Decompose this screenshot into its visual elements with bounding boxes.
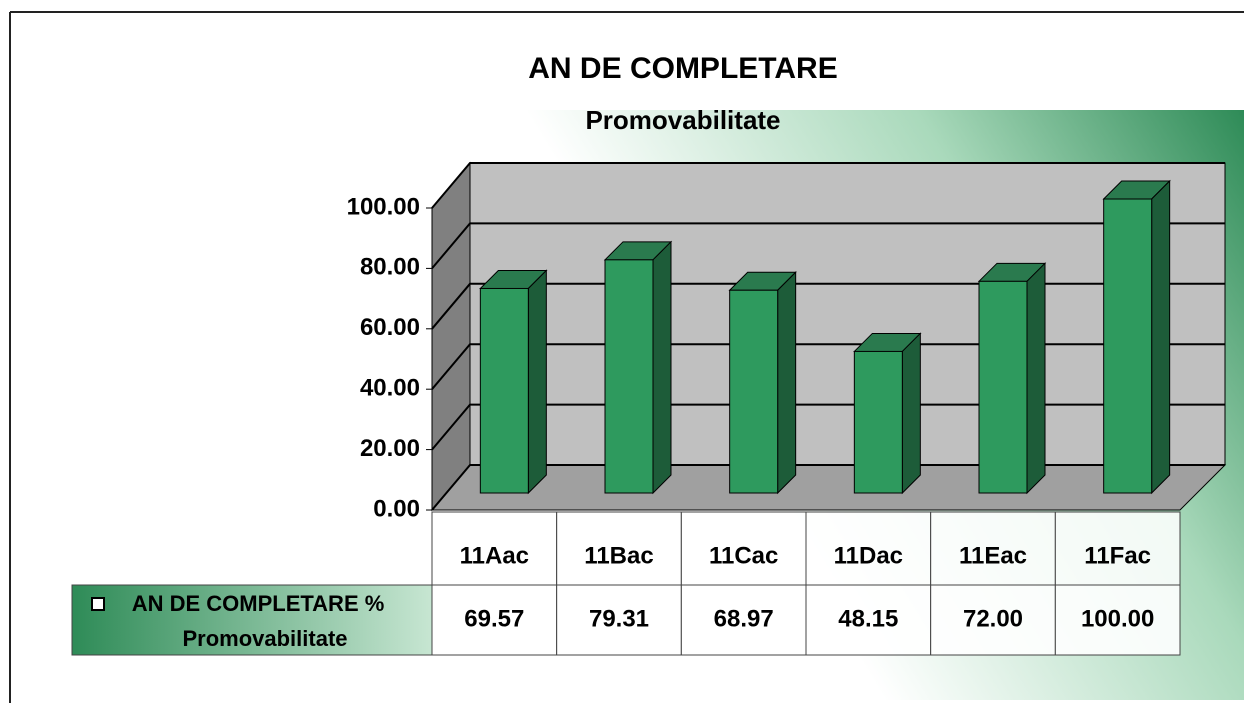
x-tick-label: 11Cac <box>709 542 778 569</box>
x-tick-label: 11Dac <box>834 542 903 569</box>
x-tick-label: 11Aac <box>460 542 529 569</box>
y-tick-label: 60.00 <box>360 314 420 341</box>
bar <box>853 350 903 494</box>
grid-line <box>431 343 1225 390</box>
data-label: 48.15 <box>838 605 898 632</box>
y-tick-label: 20.00 <box>360 435 420 462</box>
table-cell <box>431 584 558 656</box>
table-cell <box>930 511 1056 586</box>
x-tick-label: 11Fac <box>1084 542 1151 569</box>
data-label: 72.00 <box>963 605 1023 632</box>
table-cell <box>556 511 682 586</box>
y-tick-label: 0.00 <box>373 495 420 522</box>
grid-line <box>431 403 1225 451</box>
grid-line <box>431 162 1225 209</box>
bar <box>1103 198 1153 494</box>
table-cell <box>930 584 1056 656</box>
x-tick-label: 11Bac <box>584 542 653 569</box>
x-tick-label: 11Eac <box>959 542 1027 569</box>
bar-side <box>527 269 547 495</box>
grid-line <box>431 222 1225 270</box>
table-cell <box>1054 511 1181 586</box>
chart-subtitle: Promovabilitate <box>585 105 780 135</box>
chart-title: AN DE COMPLETARE <box>528 52 837 85</box>
table-cell <box>680 584 807 656</box>
legend-key <box>91 597 105 611</box>
data-label: 79.31 <box>589 605 649 632</box>
bar-side <box>777 271 797 495</box>
table-cell <box>556 584 682 656</box>
y-tick-label: 100.00 <box>347 193 420 220</box>
bar-side <box>1151 179 1171 495</box>
data-label: 69.57 <box>464 605 524 632</box>
table-cell <box>1054 584 1181 656</box>
y-tick-label: 80.00 <box>360 254 420 281</box>
data-label: 68.97 <box>714 605 774 632</box>
side-wall <box>431 161 471 512</box>
bar-side <box>652 240 672 495</box>
bar <box>729 289 779 494</box>
bar <box>479 287 529 494</box>
grid-line <box>431 282 1225 330</box>
table-cell <box>680 511 807 586</box>
legend-cell <box>71 584 433 656</box>
bar-side <box>901 332 921 495</box>
table-cell <box>805 584 932 656</box>
grid-line <box>431 464 1225 511</box>
y-tick-label: 40.00 <box>360 375 420 402</box>
bar <box>604 259 654 494</box>
bar <box>978 280 1028 494</box>
legend-label: AN DE COMPLETARE % Promovabilitate <box>132 591 385 651</box>
data-label: 100.00 <box>1081 605 1154 632</box>
table-cell <box>431 511 558 586</box>
bar-side <box>1026 262 1046 495</box>
